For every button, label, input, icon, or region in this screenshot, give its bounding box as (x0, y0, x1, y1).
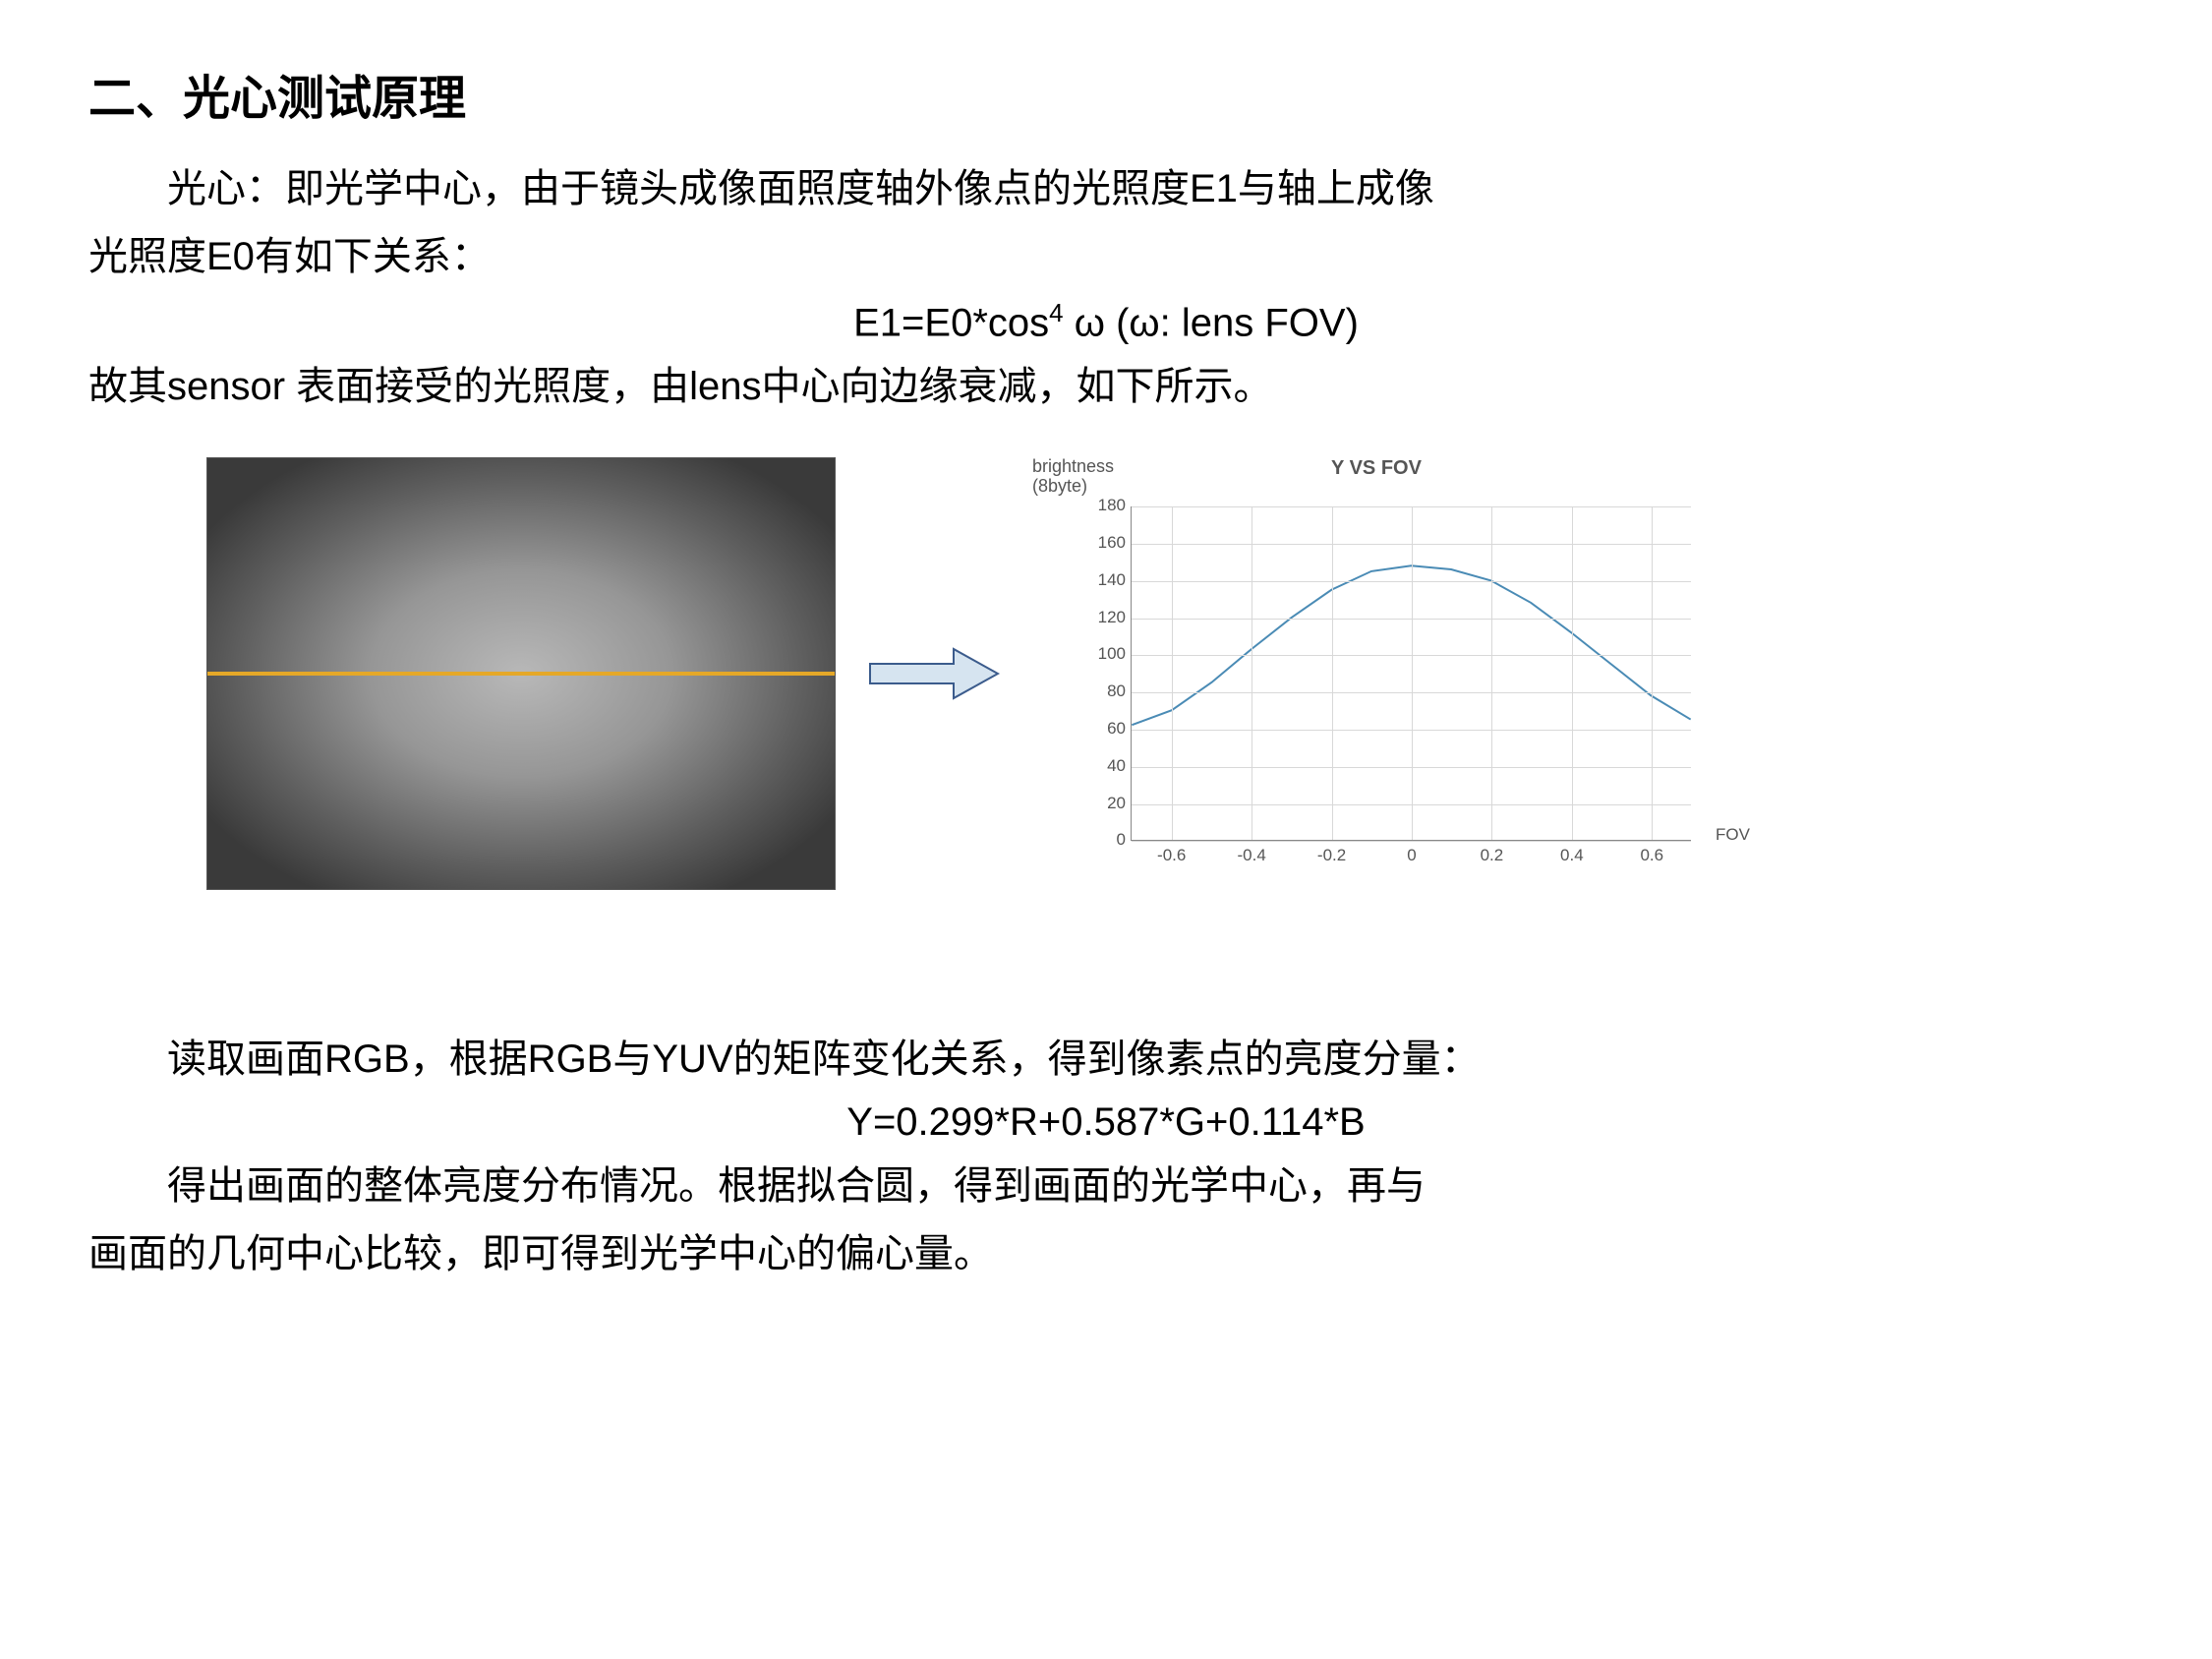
intro-paragraph-1a: 光心：即光学中心，由于镜头成像面照度轴外像点的光照度E1与轴上成像 (88, 157, 2124, 220)
chart-xtick: 0.6 (1640, 846, 1663, 865)
formula-yuv: Y=0.299*R+0.587*G+0.114*B (88, 1100, 2124, 1145)
formula-exponent: 4 (1049, 298, 1063, 327)
arrow-icon (865, 644, 1003, 703)
vignette-midline (207, 672, 835, 676)
chart-ytick: 0 (1117, 830, 1126, 850)
brightness-chart: brightness (8byte) Y VS FOV FOV 02040608… (1032, 457, 1720, 890)
chart-ytick: 160 (1098, 533, 1126, 553)
chart-ytick: 100 (1098, 644, 1126, 664)
formula-main: E1=E0*cos (853, 301, 1049, 344)
chart-xtick: -0.4 (1237, 846, 1265, 865)
chart-gridline-v (1652, 506, 1653, 840)
chart-gridline-v (1172, 506, 1173, 840)
vignette-image (206, 457, 836, 890)
chart-gridline-v (1332, 506, 1333, 840)
intro-paragraph-1b: 光照度E0有如下关系： (88, 225, 2124, 288)
paragraph-result-1: 得出画面的整体亮度分布情况。根据拟合圆，得到画面的光学中心，再与 (88, 1155, 2124, 1217)
chart-ytick: 40 (1107, 756, 1126, 776)
chart-xtick: 0.4 (1560, 846, 1584, 865)
chart-xtick: -0.2 (1317, 846, 1346, 865)
chart-ytick: 120 (1098, 608, 1126, 627)
figure-row: brightness (8byte) Y VS FOV FOV 02040608… (206, 457, 2124, 890)
chart-ytick: 60 (1107, 719, 1126, 739)
chart-gridline-v (1412, 506, 1413, 840)
section-heading: 二、光心测试原理 (88, 59, 2124, 128)
chart-xtick: 0 (1407, 846, 1416, 865)
chart-xtick: 0.2 (1481, 846, 1504, 865)
chart-ytick: 20 (1107, 794, 1126, 813)
paragraph-result-2: 画面的几何中心比较，即可得到光学中心的偏心量。 (88, 1222, 2124, 1285)
chart-xlabel: FOV (1716, 825, 1750, 845)
chart-gridline-h (1132, 841, 1691, 842)
chart-plot-area: FOV 020406080100120140160180-0.6-0.4-0.2… (1131, 506, 1691, 841)
chart-gridline-v (1491, 506, 1492, 840)
chart-ytick: 180 (1098, 496, 1126, 515)
chart-title: Y VS FOV (1032, 457, 1720, 480)
chart-ytick: 140 (1098, 570, 1126, 590)
chart-ytick: 80 (1107, 681, 1126, 701)
formula-cos4: E1=E0*cos4 ω (ω: lens FOV) (88, 298, 2124, 345)
formula-tail: ω (ω: lens FOV) (1064, 301, 1359, 344)
chart-xtick: -0.6 (1157, 846, 1186, 865)
intro-paragraph-2: 故其sensor 表面接受的光照度，由lens中心向边缘衰减，如下所示。 (88, 355, 2124, 418)
paragraph-rgb: 读取画面RGB，根据RGB与YUV的矩阵变化关系，得到像素点的亮度分量： (88, 1028, 2124, 1091)
chart-gridline-v (1572, 506, 1573, 840)
